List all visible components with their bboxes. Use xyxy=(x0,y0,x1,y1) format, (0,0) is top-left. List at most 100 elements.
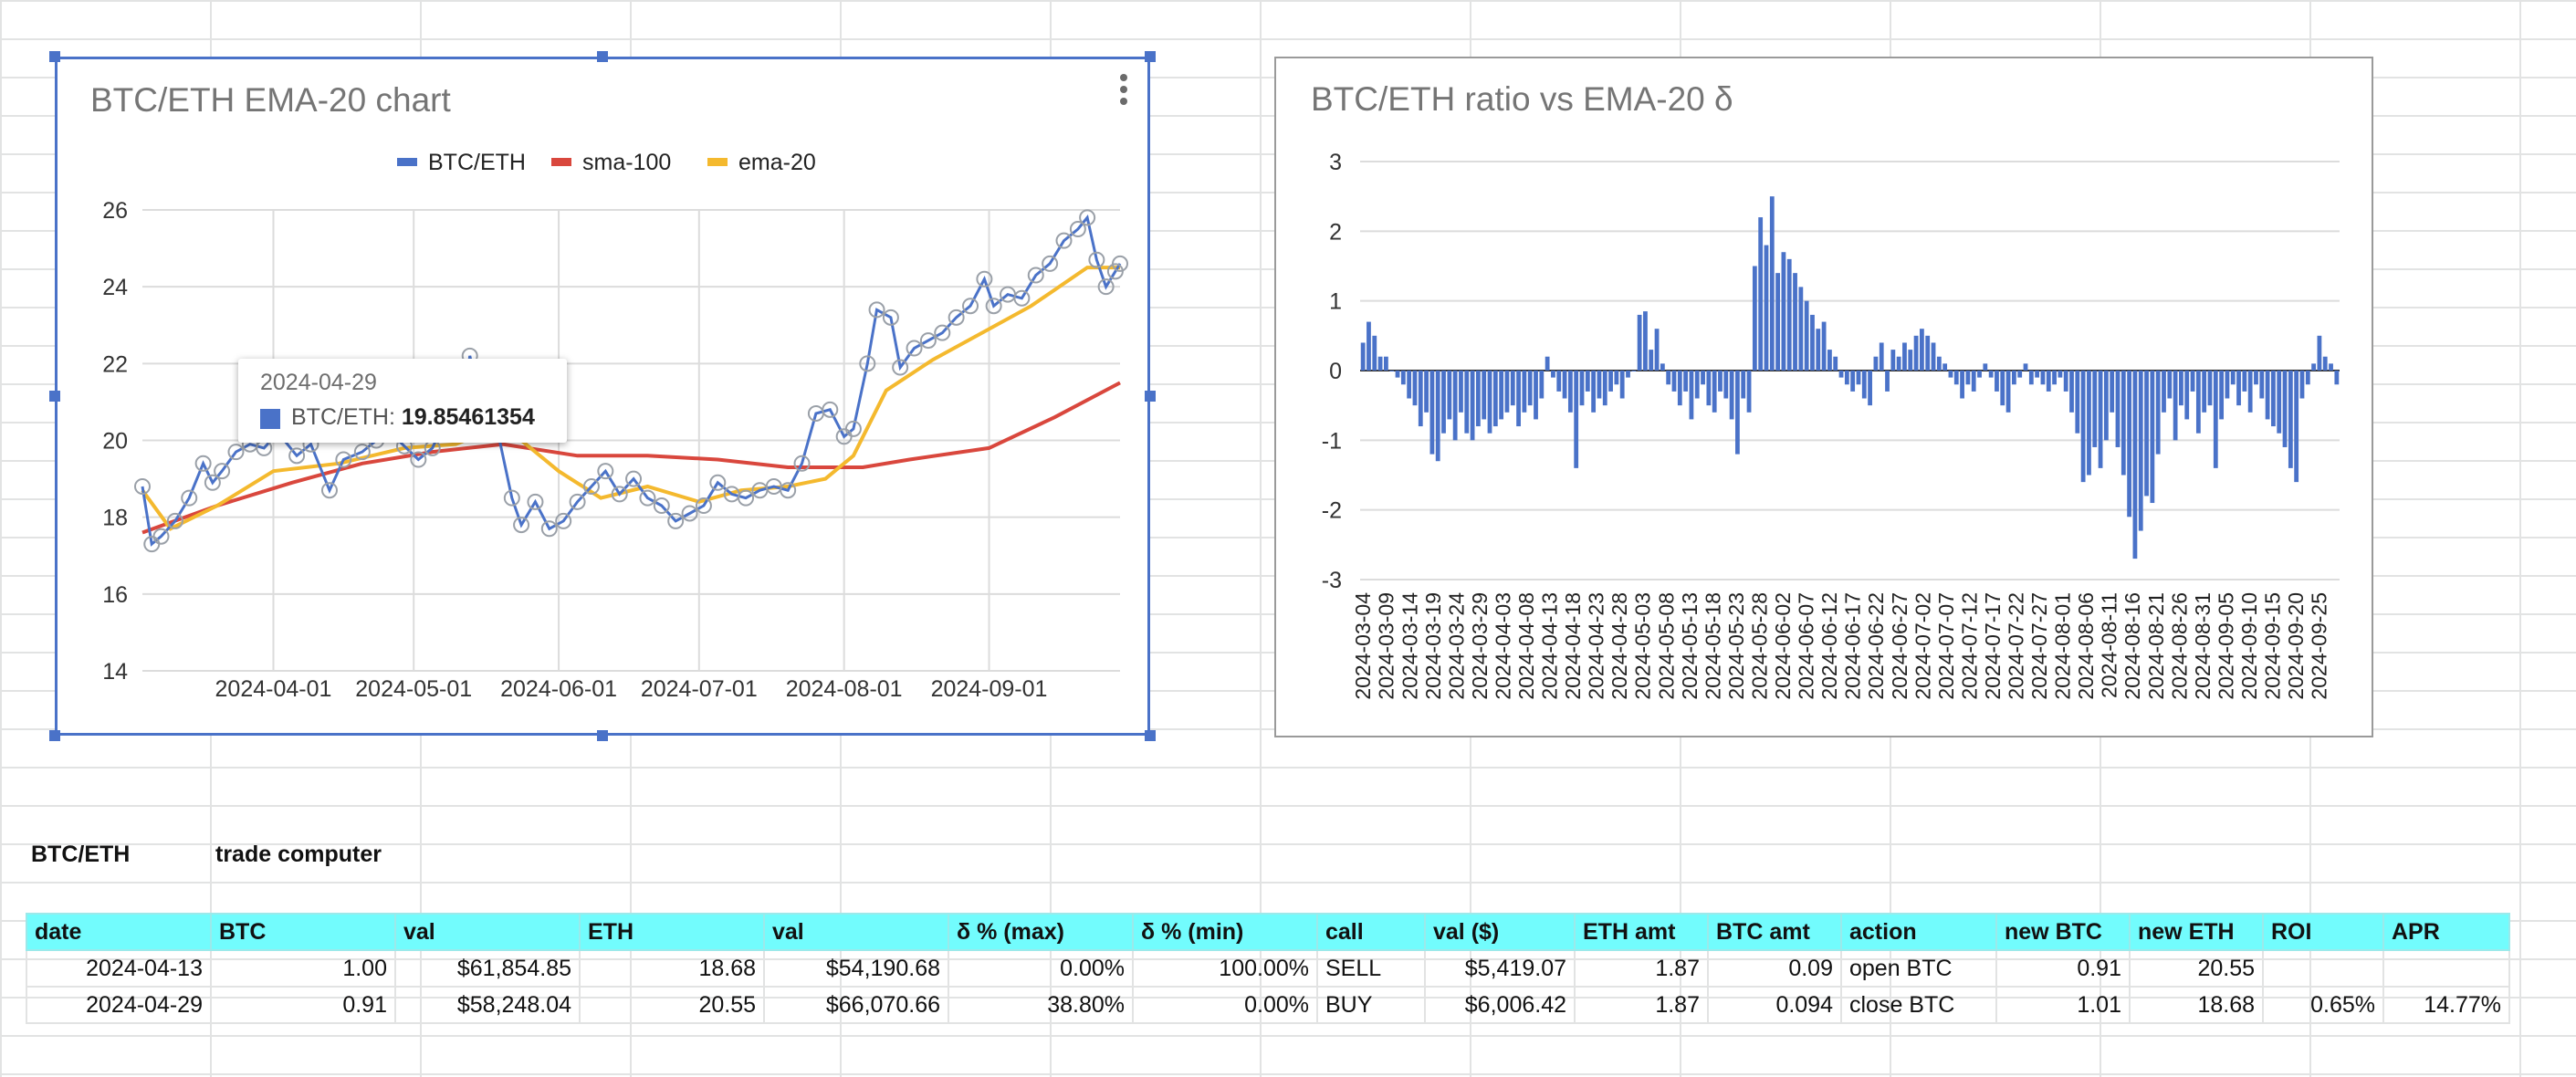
bar[interactable] xyxy=(1758,217,1764,371)
bar[interactable] xyxy=(2103,371,2109,441)
bar[interactable] xyxy=(1452,371,1458,441)
data-point[interactable] xyxy=(227,444,245,461)
table-cell[interactable]: open BTC xyxy=(1840,949,1997,988)
bar[interactable] xyxy=(2282,371,2288,447)
table-cell[interactable]: 1.87 xyxy=(1574,949,1709,988)
bar[interactable] xyxy=(1701,371,1705,385)
table-cell[interactable]: BUY xyxy=(1316,986,1426,1024)
bar[interactable] xyxy=(2288,371,2293,468)
data-point[interactable] xyxy=(1079,209,1096,226)
header-cell[interactable]: val ($) xyxy=(1424,913,1576,951)
bar[interactable] xyxy=(1441,371,1446,434)
bar[interactable] xyxy=(1804,300,1809,371)
bar[interactable] xyxy=(1608,371,1613,392)
bar[interactable] xyxy=(2052,371,2057,385)
data-point[interactable] xyxy=(962,298,979,315)
resize-handle-br[interactable] xyxy=(1145,730,1156,741)
bar[interactable] xyxy=(1516,371,1521,427)
bar[interactable] xyxy=(2311,363,2316,371)
data-point[interactable] xyxy=(569,493,586,510)
bar[interactable] xyxy=(2317,335,2322,371)
data-point[interactable] xyxy=(1088,251,1105,268)
data-point[interactable] xyxy=(1055,232,1073,249)
bar[interactable] xyxy=(1816,329,1821,371)
bar[interactable] xyxy=(1902,342,1907,371)
data-point[interactable] xyxy=(1097,278,1115,296)
bar[interactable] xyxy=(1913,335,1919,371)
bar[interactable] xyxy=(2247,371,2253,413)
bar[interactable] xyxy=(1562,371,1567,399)
bar[interactable] xyxy=(2144,371,2149,497)
table-cell[interactable]: 20.55 xyxy=(2129,949,2264,988)
bar[interactable] xyxy=(1861,371,1867,399)
header-cell[interactable]: action xyxy=(1840,913,1997,951)
data-point[interactable] xyxy=(985,298,1002,315)
header-cell[interactable]: val xyxy=(763,913,949,951)
bar[interactable] xyxy=(1977,371,1982,378)
data-point[interactable] xyxy=(695,497,712,515)
header-cell[interactable]: APR xyxy=(2382,913,2510,951)
bar[interactable] xyxy=(2150,371,2155,504)
bar[interactable] xyxy=(1965,371,1971,385)
bar[interactable] xyxy=(2236,371,2241,406)
data-point[interactable] xyxy=(882,308,899,326)
bar[interactable] xyxy=(1418,371,1423,427)
bar[interactable] xyxy=(1470,371,1475,441)
bar[interactable] xyxy=(2162,371,2166,413)
bar[interactable] xyxy=(1482,371,1487,420)
bar[interactable] xyxy=(2115,371,2120,447)
table-cell[interactable]: $61,854.85 xyxy=(394,949,581,988)
bar[interactable] xyxy=(1781,252,1786,371)
bar[interactable] xyxy=(2098,371,2103,468)
bar[interactable] xyxy=(1407,371,1412,399)
data-point[interactable] xyxy=(948,308,965,326)
table-cell[interactable]: 0.65% xyxy=(2262,986,2384,1024)
bar[interactable] xyxy=(1666,371,1671,385)
data-point[interactable] xyxy=(582,478,600,495)
table-cell[interactable]: 1.87 xyxy=(1574,986,1709,1024)
data-point[interactable] xyxy=(868,301,885,319)
bar[interactable] xyxy=(1435,371,1440,462)
bar[interactable] xyxy=(1487,371,1492,434)
data-point[interactable] xyxy=(859,355,876,372)
header-cell[interactable]: BTC xyxy=(210,913,396,951)
chart-menu-icon[interactable] xyxy=(1120,74,1127,110)
bar[interactable] xyxy=(2087,371,2091,476)
bar[interactable] xyxy=(2230,371,2236,385)
bar[interactable] xyxy=(2028,371,2034,385)
bar[interactable] xyxy=(2080,371,2086,483)
sheet-label-btc-eth[interactable]: BTC/ETH xyxy=(31,842,131,867)
data-point[interactable] xyxy=(166,512,183,529)
bar[interactable] xyxy=(1983,363,1988,371)
bar[interactable] xyxy=(1591,371,1597,413)
bar[interactable] xyxy=(1764,245,1769,371)
table-cell[interactable]: 20.55 xyxy=(579,986,765,1024)
bar[interactable] xyxy=(2195,371,2201,434)
bar[interactable] xyxy=(1504,371,1510,413)
bar[interactable] xyxy=(2127,371,2132,518)
bar[interactable] xyxy=(1597,371,1602,399)
data-point[interactable] xyxy=(214,463,231,480)
bar[interactable] xyxy=(1712,371,1717,413)
resize-handle-b[interactable] xyxy=(597,730,608,741)
bar[interactable] xyxy=(1574,371,1579,468)
bar[interactable] xyxy=(1856,371,1861,385)
table-cell[interactable]: $54,190.68 xyxy=(763,949,949,988)
bar[interactable] xyxy=(1643,311,1648,371)
bar[interactable] xyxy=(2277,371,2282,434)
bar[interactable] xyxy=(1850,371,1856,392)
bar[interactable] xyxy=(1988,371,1994,378)
bar[interactable] xyxy=(2254,371,2258,385)
bar[interactable] xyxy=(1424,371,1429,413)
bar[interactable] xyxy=(2120,371,2126,476)
bar[interactable] xyxy=(1551,371,1555,378)
bar[interactable] xyxy=(2040,371,2046,385)
bar[interactable] xyxy=(2138,371,2143,531)
bar[interactable] xyxy=(1953,371,1959,385)
data-point[interactable] xyxy=(320,482,338,499)
bar[interactable] xyxy=(2155,371,2161,455)
bar[interactable] xyxy=(1534,371,1538,420)
bar[interactable] xyxy=(1896,356,1901,371)
data-point[interactable] xyxy=(976,270,993,288)
bar[interactable] xyxy=(1741,371,1746,399)
